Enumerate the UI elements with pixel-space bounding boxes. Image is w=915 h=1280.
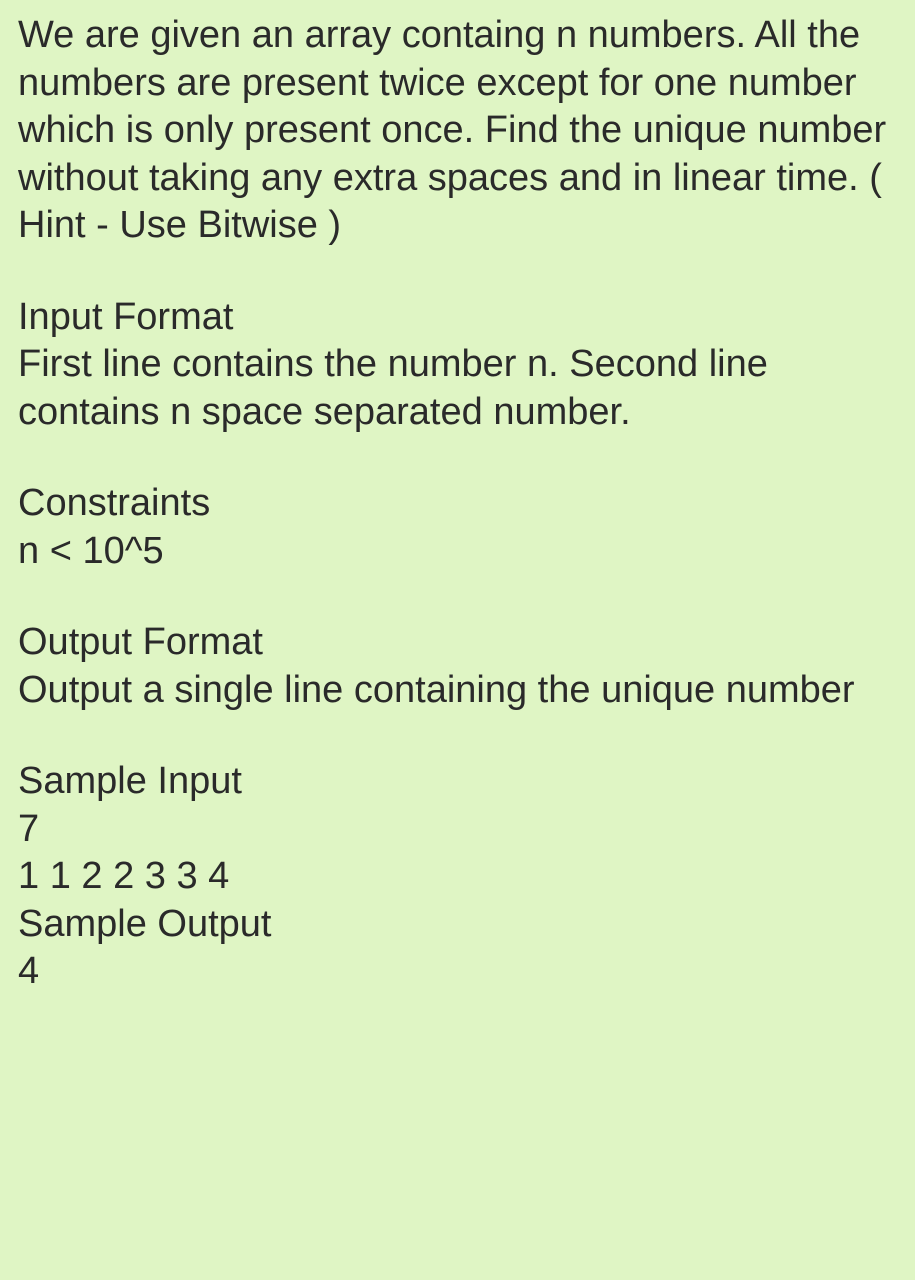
problem-description-section: We are given an array containg n numbers… <box>18 12 897 250</box>
sample-input-heading: Sample Input <box>18 758 897 806</box>
output-format-text: Output a single line containing the uniq… <box>18 667 897 715</box>
sample-input-line2: 1 1 2 2 3 3 4 <box>18 853 897 901</box>
sample-output-heading: Sample Output <box>18 901 897 949</box>
problem-description: We are given an array containg n numbers… <box>18 12 897 250</box>
output-format-section: Output Format Output a single line conta… <box>18 619 897 714</box>
sample-output-value: 4 <box>18 948 897 996</box>
constraints-text: n < 10^5 <box>18 528 897 576</box>
sample-io-section: Sample Input 7 1 1 2 2 3 3 4 Sample Outp… <box>18 758 897 996</box>
sample-input-line1: 7 <box>18 806 897 854</box>
output-format-heading: Output Format <box>18 619 897 667</box>
input-format-text: First line contains the number n. Second… <box>18 341 897 436</box>
constraints-heading: Constraints <box>18 480 897 528</box>
constraints-section: Constraints n < 10^5 <box>18 480 897 575</box>
input-format-heading: Input Format <box>18 294 897 342</box>
input-format-section: Input Format First line contains the num… <box>18 294 897 437</box>
